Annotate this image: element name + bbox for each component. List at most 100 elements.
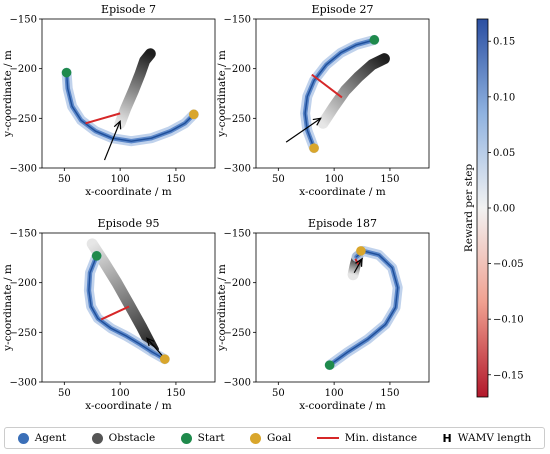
panel-4: Episode 187 50 100 150 −150 −200 −250 −300 x-coo… <box>216 217 430 412</box>
agent-trajectory-center <box>88 255 166 360</box>
heading-arrow <box>103 121 121 161</box>
x-axis-label: x-coordinate / m <box>85 400 172 412</box>
min-distance-line <box>100 305 130 321</box>
legend: Agent Obstacle Start Goal Min. distance … <box>4 427 545 449</box>
plot-frame <box>255 232 430 383</box>
start-marker <box>91 251 102 261</box>
plot-frame <box>41 18 216 169</box>
chart-canvas: Episode 7 50 100 150 −150 −200 −250 −300 x-coord… <box>2 3 524 412</box>
x-axis-label: x-coordinate / m <box>299 400 386 412</box>
colorbar-tick-label: 0.10 <box>493 92 515 103</box>
start-marker-icon <box>180 432 192 444</box>
legend-label-wamv-length: WAMV length <box>457 432 532 444</box>
y-tick-label: −300 <box>224 164 251 175</box>
legend-item-min-distance: Min. distance <box>316 432 418 444</box>
agent-trajectory-band <box>324 245 403 371</box>
x-tick-label: 50 <box>272 174 285 185</box>
x-tick-label: 100 <box>325 174 344 185</box>
obstacle-trajectory <box>317 53 390 129</box>
legend-label-min-distance: Min. distance <box>344 432 418 444</box>
obstacle-marker-icon <box>91 432 103 444</box>
y-tick-label: −250 <box>224 328 251 339</box>
heading-arrow <box>353 258 363 274</box>
agent-trajectory-center <box>304 39 375 149</box>
heading-arrow <box>146 337 165 358</box>
y-tick-label: −300 <box>10 164 37 175</box>
y-tick-label: −250 <box>224 114 251 125</box>
x-tick-label: 150 <box>380 174 399 185</box>
y-tick-label: −150 <box>224 229 251 240</box>
y-axis-label: y-coordinate / m <box>216 50 228 138</box>
legend-item-obstacle: Obstacle <box>91 432 156 444</box>
y-tick-label: −200 <box>10 278 37 289</box>
legend-item-goal: Goal <box>250 432 291 444</box>
colorbar-tick-label: −0.10 <box>493 315 524 326</box>
legend-label-start: Start <box>197 432 225 444</box>
heading-arrow-head <box>113 120 122 130</box>
obstacle-trajectory <box>86 238 160 356</box>
panel-1: Episode 7 50 100 150 −150 −200 −250 −300 x-coord… <box>2 3 216 198</box>
x-tick-label: 50 <box>58 174 71 185</box>
x-tick-label: 100 <box>111 174 130 185</box>
x-tick-label: 150 <box>166 174 185 185</box>
colorbar-tick-label: 0.00 <box>493 204 515 215</box>
legend-item-wamv-length: H WAMV length <box>443 432 532 445</box>
heading-arrow-head <box>312 117 322 126</box>
y-axis-label: y-coordinate / m <box>2 264 14 352</box>
legend-item-start: Start <box>180 432 225 444</box>
heading-arrow-head <box>146 337 155 347</box>
x-tick-label: 100 <box>111 388 130 399</box>
y-tick-label: −250 <box>10 328 37 339</box>
panel-title: Episode 95 <box>98 217 160 230</box>
colorbar-gradient <box>476 18 489 398</box>
legend-item-agent: Agent <box>17 432 67 444</box>
panel-title: Episode 27 <box>312 3 374 16</box>
plot-frame <box>255 18 430 169</box>
legend-label-goal: Goal <box>267 432 292 444</box>
agent-trajectory-center <box>329 250 399 366</box>
plot-frame <box>41 232 216 383</box>
x-tick-label: 50 <box>58 388 71 399</box>
colorbar-label: Reward per step <box>463 164 475 253</box>
goal-marker-icon <box>250 432 261 444</box>
x-tick-label: 150 <box>380 388 399 399</box>
panel-3: Episode 95 50 100 150 −150 −200 −250 −300 x-coor… <box>2 217 216 412</box>
heading-arrow-head <box>355 257 363 267</box>
x-axis-label: x-coordinate / m <box>85 186 172 198</box>
x-tick-label: 100 <box>325 388 344 399</box>
y-axis-label: y-coordinate / m <box>216 264 228 352</box>
y-tick-label: −200 <box>10 64 37 75</box>
panel-title: Episode 187 <box>308 217 377 230</box>
colorbar-tick-label: −0.05 <box>493 259 524 270</box>
agent-marker-icon <box>17 432 29 444</box>
y-tick-label: −300 <box>10 378 37 389</box>
start-marker <box>324 360 335 370</box>
colorbar-tick-label: 0.05 <box>493 148 515 159</box>
y-tick-label: −200 <box>224 64 251 75</box>
goal-marker <box>188 109 199 120</box>
agent-trajectory-center <box>65 71 195 142</box>
panel-2: Episode 27 50 100 150 −150 −200 −250 −300 x-coor… <box>216 3 430 198</box>
wamv-length-icon: H <box>442 431 452 445</box>
colorbar-tick-label: −0.15 <box>493 370 524 381</box>
legend-label-agent: Agent <box>34 432 67 444</box>
y-tick-label: −200 <box>224 278 251 289</box>
legend-label-obstacle: Obstacle <box>108 432 156 444</box>
y-tick-label: −150 <box>10 15 37 26</box>
min-distance-line <box>85 112 121 125</box>
goal-marker <box>356 246 366 256</box>
y-tick-label: −150 <box>10 229 37 240</box>
goal-marker <box>159 354 170 364</box>
colorbar: 0.15 0.10 0.05 0.00 −0.05 −0.10 −0.15 Reward pe… <box>463 18 524 398</box>
x-tick-label: 150 <box>166 388 185 399</box>
obstacle-trajectory <box>114 48 156 129</box>
heading-arrow <box>285 117 322 143</box>
min-distance-line-icon <box>316 437 339 439</box>
min-distance-line <box>311 73 343 99</box>
y-tick-label: −150 <box>224 15 251 26</box>
colorbar-tick-label: 0.15 <box>493 37 515 48</box>
x-axis-label: x-coordinate / m <box>299 186 386 198</box>
start-marker <box>369 35 380 45</box>
panel-title: Episode 7 <box>101 3 156 16</box>
